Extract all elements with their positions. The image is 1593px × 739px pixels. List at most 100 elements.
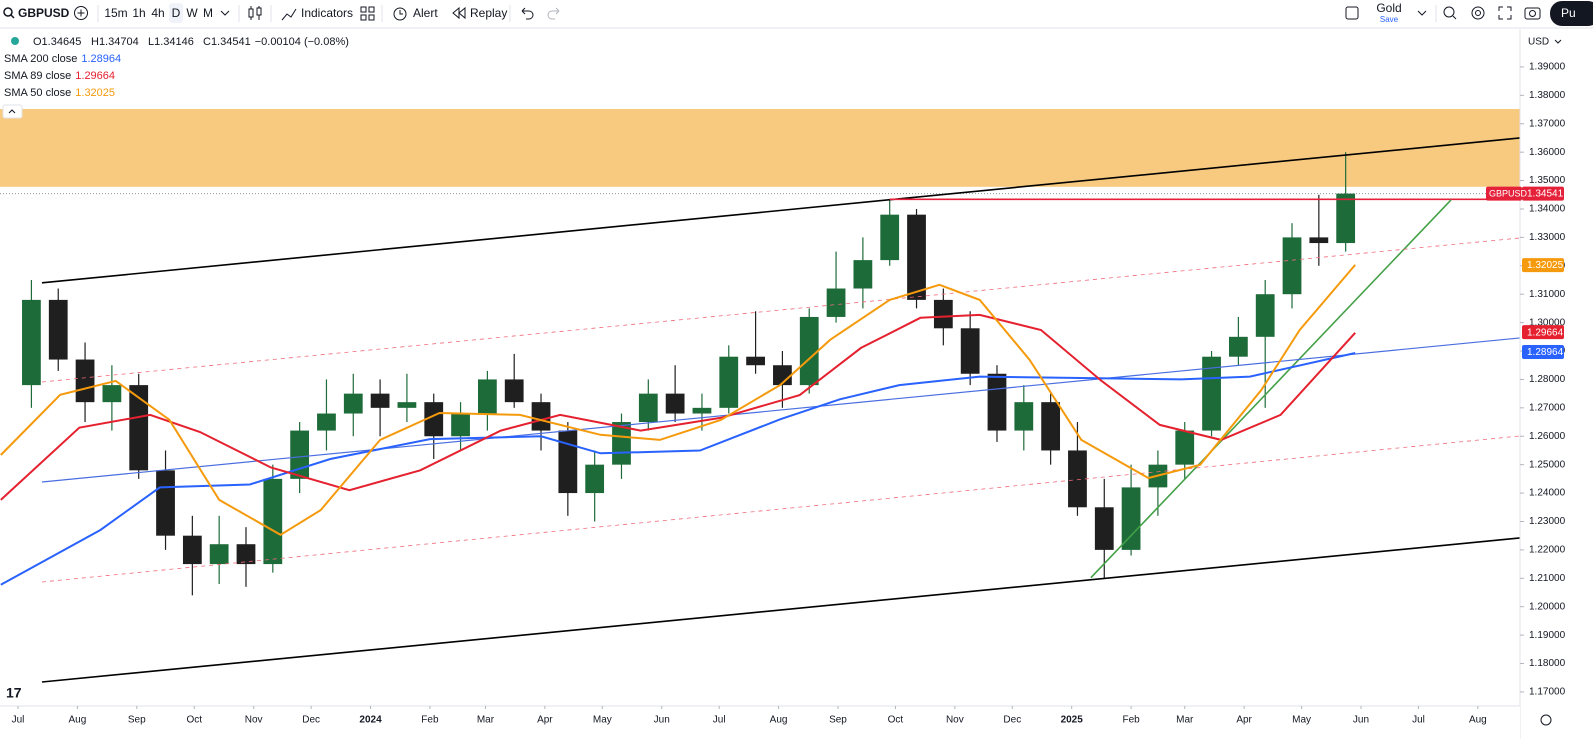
candle-body xyxy=(1282,237,1302,295)
y-tick-label: 1.37000 xyxy=(1529,118,1566,129)
trend-line xyxy=(41,137,1521,284)
x-tick-label: Nov xyxy=(946,715,964,726)
x-tick-label: Jun xyxy=(654,715,670,726)
chart-type-icon[interactable] xyxy=(248,6,262,20)
candle-body xyxy=(504,379,524,403)
y-tick-label: 1.38000 xyxy=(1529,90,1566,101)
interval-dropdown[interactable] xyxy=(220,10,230,16)
layout-icon[interactable] xyxy=(1345,6,1359,20)
redo-button[interactable] xyxy=(547,7,560,20)
templates-icon[interactable] xyxy=(360,6,375,21)
price-tag-label: 1.29664 xyxy=(1527,327,1564,338)
candle-body xyxy=(129,385,149,471)
alert-icon[interactable] xyxy=(393,7,407,21)
x-tick-label: Apr xyxy=(1236,715,1252,726)
candle-body xyxy=(424,402,444,437)
legend-high: H1.34704 xyxy=(91,36,139,48)
symbol-tag xyxy=(1486,186,1522,201)
candle-body xyxy=(209,544,229,565)
y-tick-label: 1.17000 xyxy=(1529,687,1566,698)
candle-body xyxy=(558,430,578,494)
candle-body xyxy=(22,299,41,386)
settings-icon[interactable] xyxy=(1471,6,1485,20)
candle-body xyxy=(987,373,1007,431)
candle-body xyxy=(1121,487,1141,550)
legend: O1.34645 H1.34704 L1.34146 C1.34541 −0.0… xyxy=(11,36,349,48)
x-tick-label: Feb xyxy=(1122,715,1140,726)
candle-body xyxy=(1309,237,1329,244)
indicators-button[interactable]: Indicators xyxy=(301,6,353,20)
alert-button[interactable]: Alert xyxy=(413,6,438,20)
sma-legend-name: SMA 50 close xyxy=(4,87,71,99)
sma-legend-value: 1.32025 xyxy=(75,87,115,99)
y-tick-label: 1.24000 xyxy=(1529,488,1566,499)
sma-legend-name: SMA 89 close xyxy=(4,70,71,82)
save-button[interactable]: Save xyxy=(1380,15,1399,24)
y-tick-label: 1.20000 xyxy=(1529,601,1566,612)
x-tick-label: Mar xyxy=(1176,715,1194,726)
y-tick-label: 1.18000 xyxy=(1529,658,1566,669)
y-tick-label: 1.23000 xyxy=(1529,516,1566,527)
currency-label[interactable]: USD xyxy=(1528,37,1549,48)
candle-body xyxy=(48,299,68,360)
candle-body xyxy=(907,214,926,300)
interval-button[interactable]: M xyxy=(203,6,213,20)
currency-dropdown[interactable] xyxy=(1554,39,1562,44)
candle-body xyxy=(1175,430,1195,465)
indicators-icon[interactable] xyxy=(281,8,297,21)
layout-name[interactable]: Gold xyxy=(1376,1,1401,15)
axis-settings[interactable] xyxy=(1540,714,1552,726)
price-tag xyxy=(1522,325,1564,340)
candle-body xyxy=(477,379,497,414)
candle-body xyxy=(853,260,873,289)
x-tick-label: Apr xyxy=(537,715,553,726)
candle-body xyxy=(236,544,256,565)
layout-dropdown[interactable] xyxy=(1417,10,1427,16)
undo-button[interactable] xyxy=(521,7,534,20)
candle-body xyxy=(156,470,175,536)
axes: USD 17 1.17000 1.18000 1.19000 1.20000 1.210… xyxy=(0,29,1593,739)
candle-body xyxy=(799,316,819,386)
y-tick-label: 1.36000 xyxy=(1529,147,1566,158)
fullscreen-button[interactable] xyxy=(1498,6,1512,20)
interval-button[interactable]: W xyxy=(186,6,198,20)
legend-open: O1.34645 xyxy=(33,36,81,48)
symbol[interactable]: GBPUSD xyxy=(18,6,70,20)
y-tick-label: 1.25000 xyxy=(1529,459,1566,470)
candle-body xyxy=(880,214,900,261)
candle-body xyxy=(182,535,202,565)
search-icon[interactable] xyxy=(3,7,15,19)
status-dot xyxy=(11,37,19,45)
candle-body xyxy=(692,407,712,414)
candle-body xyxy=(317,413,336,431)
candle-body xyxy=(933,299,953,329)
quick-search-icon[interactable] xyxy=(1443,6,1457,20)
plot-area xyxy=(0,108,1521,683)
candle-body xyxy=(1255,294,1275,337)
sma-legend-name: SMA 200 close xyxy=(4,53,77,65)
replay-button[interactable]: Replay xyxy=(470,6,507,20)
candle-body xyxy=(612,422,631,465)
price-tag-label: 1.32025 xyxy=(1527,260,1564,271)
x-tick-label: 2024 xyxy=(359,715,382,726)
x-tick-label: Sep xyxy=(128,715,146,726)
x-tick-label: May xyxy=(593,715,612,726)
trend-line xyxy=(41,537,1521,683)
publish-label[interactable]: Pu xyxy=(1561,6,1576,20)
sma-legend-value: 1.29664 xyxy=(75,70,115,82)
y-tick-label: 1.30000 xyxy=(1529,317,1566,328)
intervals: 15m 1h 4h D W M xyxy=(104,6,213,20)
candle-body xyxy=(1228,336,1248,357)
interval-button[interactable]: 1h xyxy=(132,6,145,20)
compare-button[interactable] xyxy=(74,6,88,20)
interval-button[interactable]: 4h xyxy=(151,6,164,20)
interval-button[interactable]: 15m xyxy=(104,6,127,20)
screenshot-button[interactable] xyxy=(1524,7,1541,20)
replay-icon[interactable] xyxy=(452,6,466,20)
y-tick-label: 1.21000 xyxy=(1529,573,1566,584)
interval-button[interactable]: D xyxy=(172,6,181,20)
publish-button[interactable] xyxy=(1550,1,1593,26)
logo: 17 xyxy=(6,685,22,701)
x-tick-label: Aug xyxy=(1469,715,1487,726)
